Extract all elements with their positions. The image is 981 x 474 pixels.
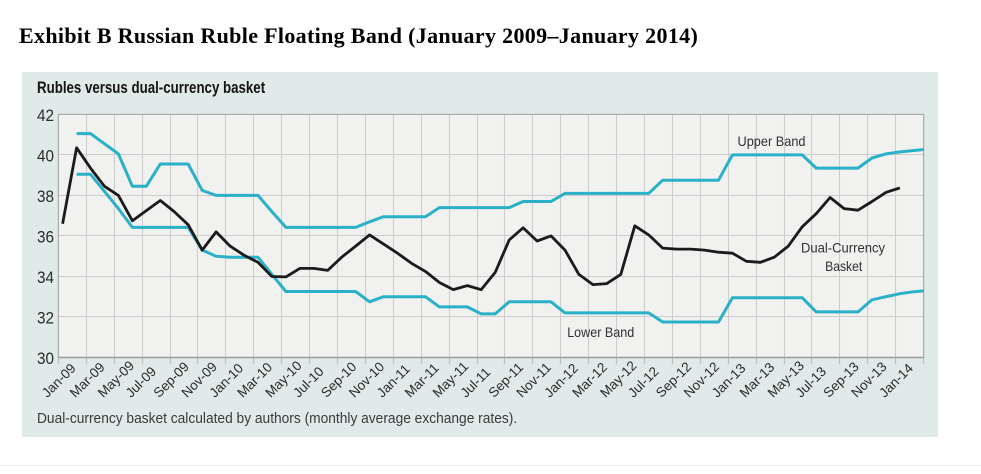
svg-text:34: 34 [37,268,54,287]
svg-text:Basket: Basket [825,258,862,274]
svg-text:Lower Band: Lower Band [567,324,634,340]
svg-text:Upper Band: Upper Band [738,133,806,149]
svg-text:38: 38 [37,187,54,206]
svg-text:32: 32 [37,309,54,328]
svg-text:42: 42 [37,106,54,125]
svg-text:36: 36 [37,228,54,247]
svg-text:30: 30 [37,349,54,368]
svg-text:Dual-Currency: Dual-Currency [801,240,885,256]
svg-text:40: 40 [37,147,54,166]
